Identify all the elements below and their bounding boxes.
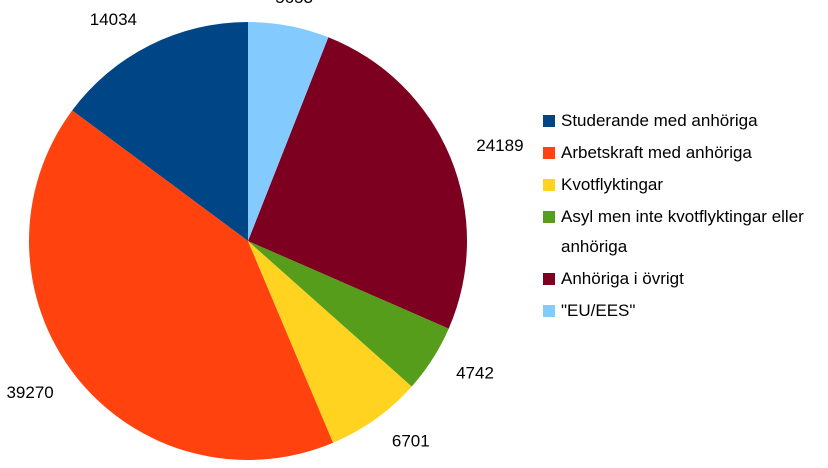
legend-label: Arbetskraft med anhöriga xyxy=(561,143,752,162)
legend-item: Studerande med anhöriga xyxy=(543,106,813,136)
legend-swatch xyxy=(543,147,555,159)
legend-swatch xyxy=(543,305,555,317)
legend-label: Kvotflyktingar xyxy=(561,175,664,194)
pie-slice xyxy=(29,110,334,460)
data-label: 4742 xyxy=(456,364,494,383)
data-label: 6701 xyxy=(392,431,430,450)
legend-item: "EU/EES" xyxy=(543,296,813,326)
legend-label: Studerande med anhöriga xyxy=(561,111,758,130)
legend-label: "EU/EES" xyxy=(561,301,636,320)
legend-swatch xyxy=(543,273,555,285)
legend-label: Anhöriga i övrigt xyxy=(561,269,684,288)
pie-slice xyxy=(72,22,249,241)
legend-item: Kvotflyktingar xyxy=(543,170,813,200)
legend-item: Anhöriga i övrigt xyxy=(543,264,813,294)
legend: Studerande med anhöriga Arbetskraft med a… xyxy=(543,106,813,328)
pie-slice xyxy=(248,37,467,329)
legend-label: Asyl men inte kvotflyktingar eller anhör… xyxy=(561,207,804,256)
legend-swatch xyxy=(543,179,555,191)
legend-swatch xyxy=(543,115,555,127)
legend-item: Asyl men inte kvotflyktingar eller anhör… xyxy=(543,202,813,262)
pie-slice xyxy=(248,241,449,387)
legend-item: Arbetskraft med anhöriga xyxy=(543,138,813,168)
data-label: 39270 xyxy=(6,383,53,402)
data-label: 5653 xyxy=(275,0,313,7)
data-label: 14034 xyxy=(90,10,137,29)
pie-slice xyxy=(248,22,329,241)
data-label: 24189 xyxy=(476,136,523,155)
legend-swatch xyxy=(543,211,555,223)
pie-slice xyxy=(248,241,412,443)
